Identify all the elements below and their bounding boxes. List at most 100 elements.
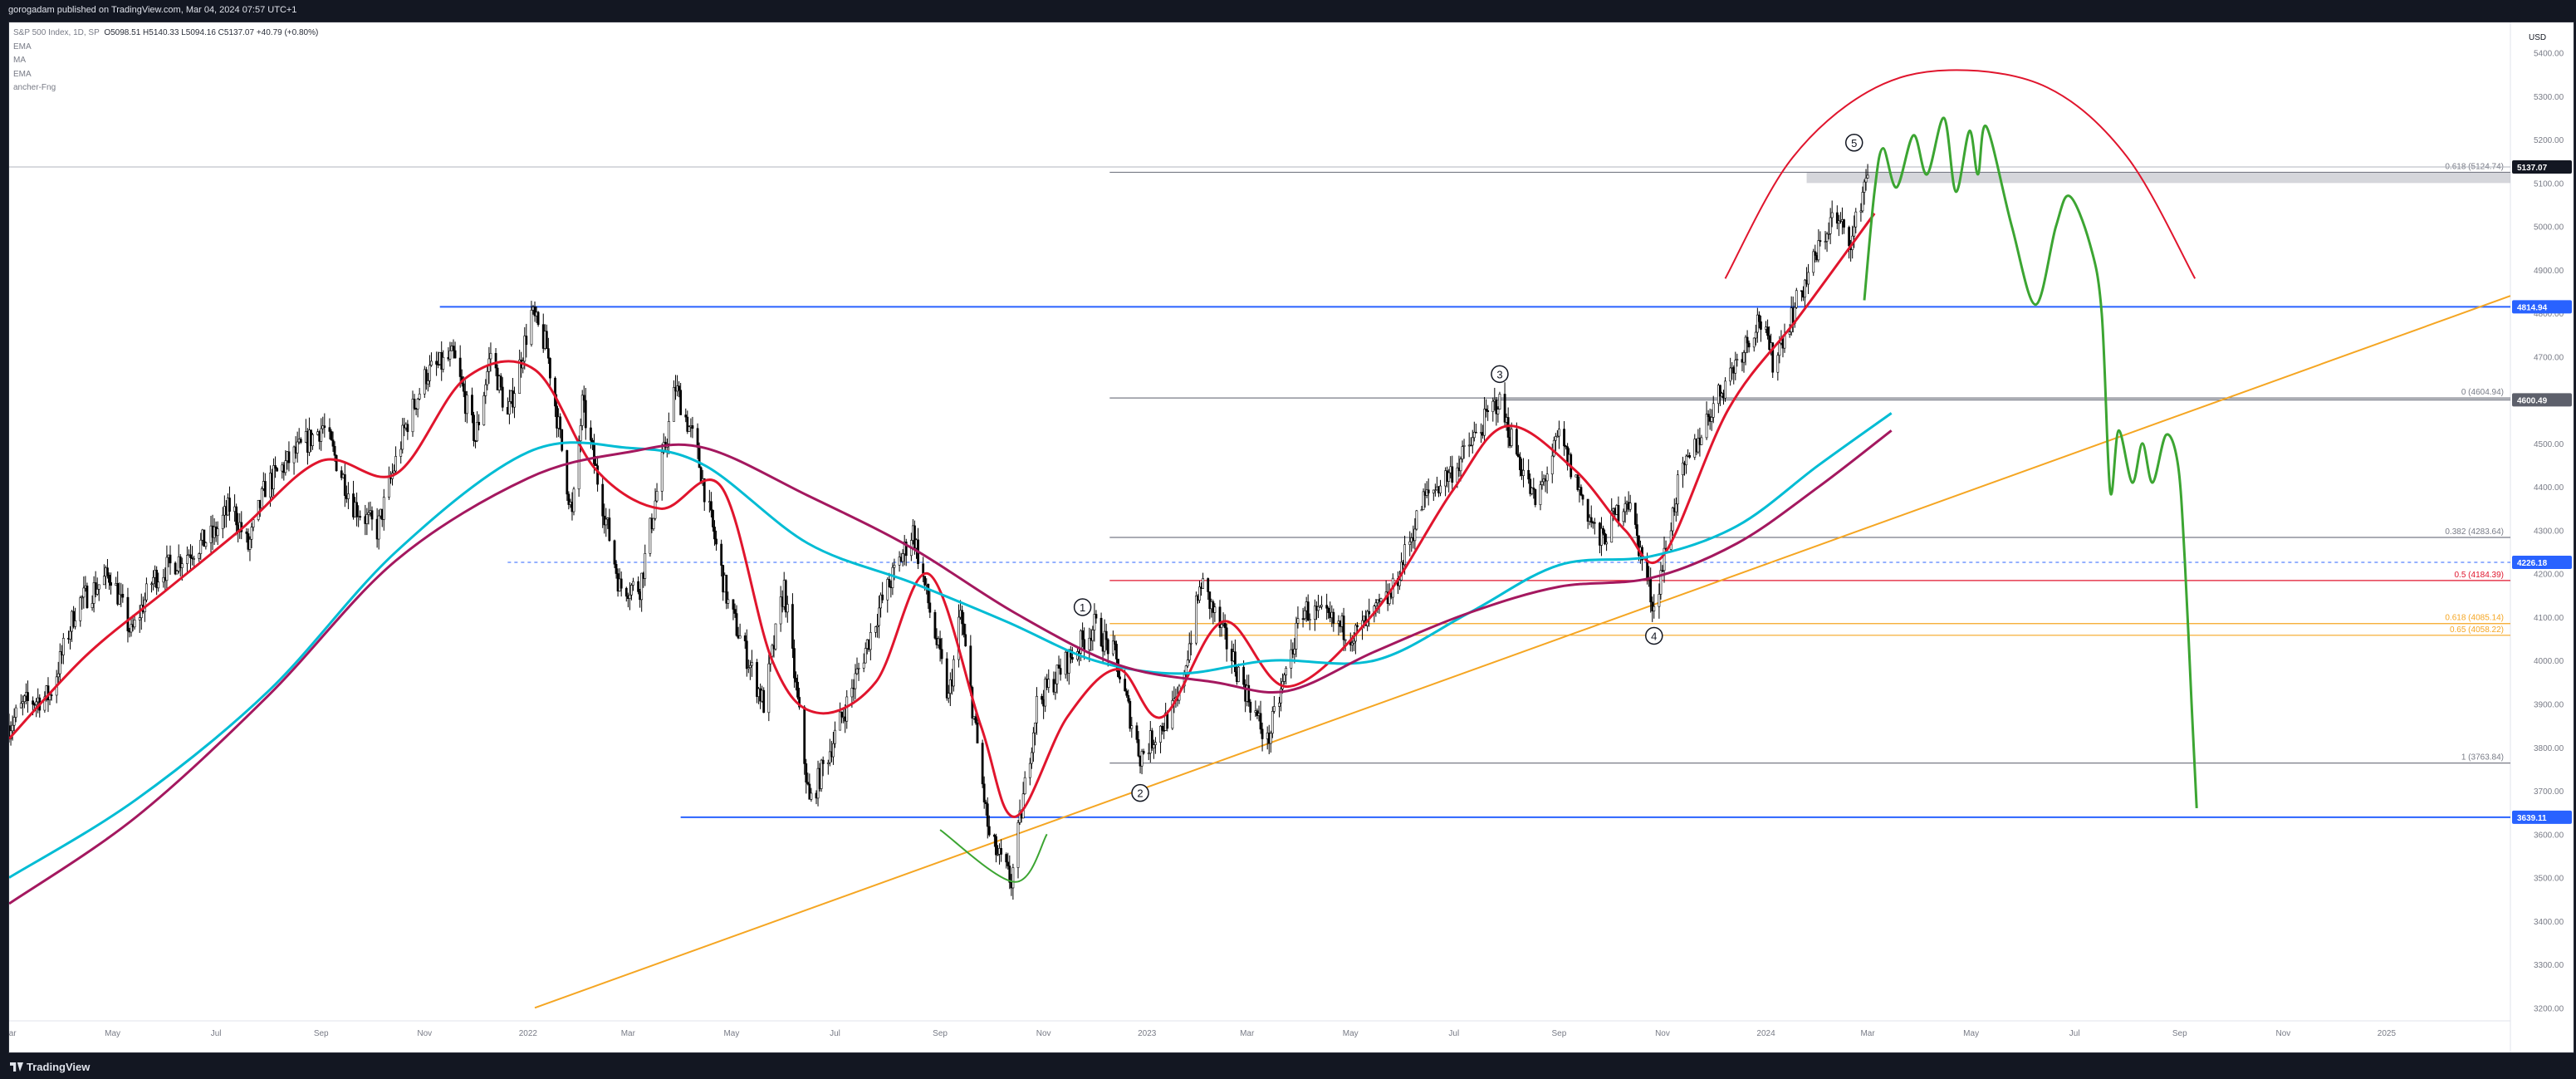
- candle-body: [186, 555, 189, 564]
- candle-body: [1161, 725, 1163, 731]
- candle-body: [296, 441, 299, 454]
- y-tick-label: 4800.00: [2534, 310, 2564, 319]
- candle-body: [1697, 438, 1700, 453]
- candle-body: [644, 553, 647, 579]
- candle-body: [874, 626, 877, 633]
- chart-frame[interactable]: USD 3200.00 3300.00 3400.00 3500.00 3600.00 37…: [2, 22, 2574, 1053]
- moving-average-line: [8, 412, 1893, 879]
- price-chart[interactable]: USD 3200.00 3300.00 3400.00 3500.00 3600.00 37…: [2, 22, 2574, 1052]
- candle-body: [791, 604, 794, 649]
- candle-body: [862, 662, 865, 669]
- candle-body: [1795, 290, 1798, 308]
- candle-body: [1171, 700, 1174, 729]
- candle-body: [1350, 642, 1354, 645]
- candle-body: [394, 456, 397, 472]
- candle-body: [1403, 544, 1406, 566]
- candle-body: [1586, 498, 1589, 522]
- candle-body: [1837, 220, 1840, 224]
- y-tick-label: 4000.00: [2534, 657, 2564, 666]
- top-bar: gorogadam published on TradingView.com, …: [0, 0, 2576, 22]
- candle-body: [655, 491, 659, 502]
- candle-body: [605, 518, 608, 526]
- candle-body: [1233, 651, 1237, 673]
- legend-indicator[interactable]: EMA: [13, 42, 32, 51]
- candle-body: [388, 477, 390, 498]
- candle-body: [1259, 713, 1262, 730]
- candle-body: [981, 743, 984, 785]
- y-tick-label: 5300.00: [2534, 93, 2564, 102]
- candle-body: [1707, 414, 1710, 417]
- x-tick-label: Nov: [2275, 1029, 2290, 1038]
- candle-body: [81, 596, 84, 599]
- candle-body: [1408, 541, 1412, 545]
- candle-body: [21, 701, 24, 704]
- candle-body: [406, 424, 409, 433]
- candle-body: [1278, 702, 1281, 707]
- y-tick-label: 4500.00: [2534, 440, 2564, 449]
- legend-indicator[interactable]: EMA: [13, 69, 32, 79]
- candle-body: [947, 693, 950, 699]
- candle-body: [1485, 409, 1488, 411]
- candle-body: [1296, 618, 1300, 624]
- candle-body: [854, 673, 857, 689]
- candle-body: [228, 498, 231, 512]
- price-axis: [2510, 22, 2574, 1052]
- candle-body: [235, 506, 238, 526]
- candle-body: [1220, 624, 1223, 628]
- candle-body: [845, 696, 849, 722]
- candle-body: [1532, 488, 1535, 490]
- candle-body: [725, 575, 728, 604]
- candle-body: [22, 695, 26, 702]
- candle-body: [320, 428, 323, 442]
- legend-indicator[interactable]: MA: [13, 56, 26, 65]
- legend-indicator[interactable]: ancher-Fng: [13, 83, 56, 92]
- candle-body: [484, 384, 487, 396]
- candle-body: [923, 576, 927, 586]
- candle-body: [518, 360, 522, 395]
- candle-body: [1545, 473, 1549, 482]
- candle-body: [365, 514, 369, 524]
- candle-body: [1827, 233, 1830, 235]
- candle-body: [1812, 251, 1815, 273]
- tradingview-logo-icon: [10, 1062, 23, 1072]
- candle-body: [501, 386, 504, 408]
- candle-body: [1807, 272, 1810, 285]
- candle-body: [1152, 744, 1155, 748]
- candle-body: [533, 307, 536, 316]
- projection-path: [1863, 116, 2198, 808]
- candle-body: [684, 414, 688, 418]
- candle-body: [1788, 331, 1791, 335]
- candle-body: [1830, 212, 1834, 218]
- candle-body: [1280, 689, 1282, 704]
- candle-body: [95, 588, 99, 595]
- candle-body: [411, 399, 414, 433]
- candle-body: [272, 465, 275, 490]
- candle-body: [1249, 701, 1252, 713]
- candle-body: [1142, 751, 1145, 754]
- candle-body: [1114, 640, 1116, 645]
- candle-body: [1028, 763, 1031, 778]
- candle-body: [566, 450, 569, 495]
- price-tag-label: 3639.11: [2517, 814, 2547, 823]
- candle-body: [796, 681, 799, 698]
- candle-body: [1313, 606, 1316, 620]
- candle-body: [367, 512, 370, 515]
- candle-body: [133, 620, 136, 628]
- candle-body: [72, 611, 75, 627]
- candle-body: [1041, 695, 1043, 700]
- candle-body: [798, 697, 801, 708]
- candle-body: [1415, 510, 1418, 530]
- candle-body: [1081, 630, 1085, 640]
- candle-body: [1225, 627, 1228, 650]
- candle-body: [559, 416, 562, 430]
- candle-body: [1093, 614, 1096, 630]
- candle-body: [1016, 822, 1020, 868]
- tradingview-logo[interactable]: TradingView: [10, 1061, 90, 1073]
- candle-body: [1819, 240, 1822, 243]
- legend-symbol-row: S&P 500 Index, 1D, SP O5098.51 H5140.33 …: [13, 27, 318, 41]
- candle-body: [1550, 455, 1554, 474]
- candle-body: [1734, 360, 1737, 374]
- candle-body: [477, 421, 481, 425]
- candle-body: [1413, 528, 1417, 542]
- candle-body: [1195, 596, 1197, 644]
